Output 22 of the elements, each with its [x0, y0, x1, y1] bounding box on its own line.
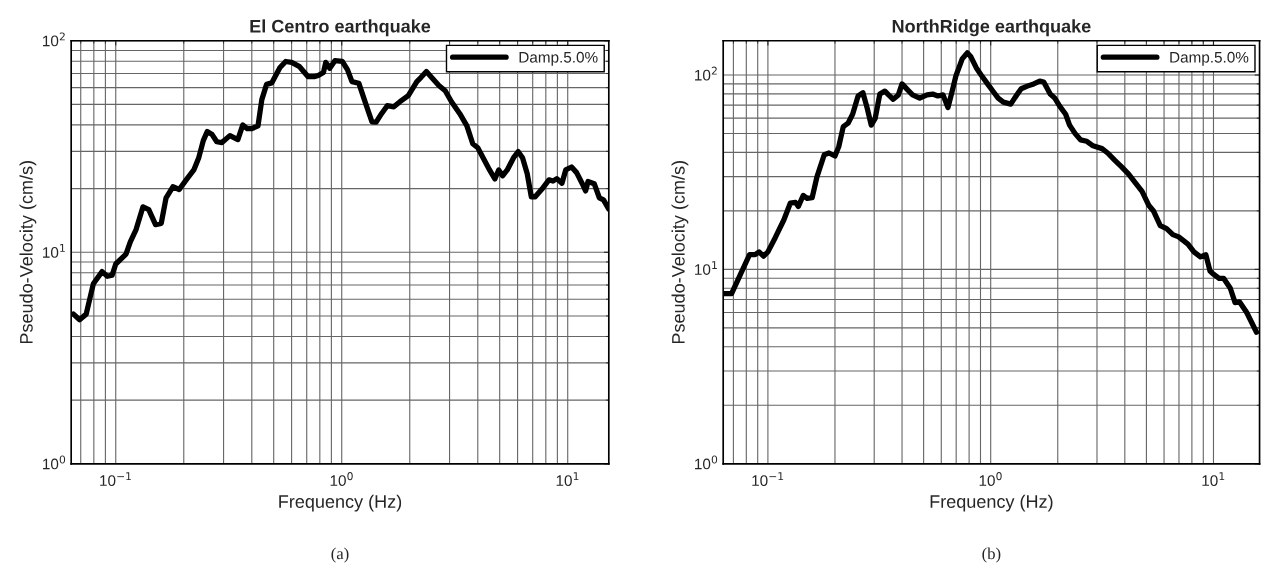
y-tick-label: 10$^{1}$ [695, 261, 717, 275]
y-tick-label: 10$^{2}$ [695, 66, 717, 81]
y-tick-label: 10$^{0}$ [695, 455, 718, 470]
legend-label: Damp.5.0% [1170, 51, 1249, 66]
chart-title: NorthRidge earthquake [892, 19, 1091, 37]
y-tick-label: 10$^{1}$ [43, 244, 65, 258]
y-axis-title: Pseudo-Velocity (cm/s) [671, 161, 689, 344]
legend-label: Damp.5.0% [519, 51, 598, 66]
x-axis-title: Frequency (Hz) [930, 494, 1053, 512]
x-tick-label: 10$^{0}$ [979, 472, 1002, 487]
y-tick-label: 10$^{0}$ [43, 455, 66, 470]
chart-title: El Centro earthquake [250, 19, 431, 37]
x-tick-label: 10$^{0}$ [330, 472, 353, 487]
text: (a) [331, 547, 349, 563]
x-tick-label: 10$^{−1}$ [752, 472, 784, 487]
x-tick-label: 10$^{−1}$ [100, 472, 131, 487]
text: (b) [982, 547, 1001, 563]
x-tick-label: 10$^{1}$ [556, 472, 579, 487]
y-axis-title: Pseudo-Velocity (cm/s) [19, 161, 37, 344]
y-tick-label: 10$^{2}$ [43, 32, 65, 47]
x-axis-title: Frequency (Hz) [279, 494, 402, 512]
x-tick-label: 10$^{1}$ [1202, 472, 1225, 487]
